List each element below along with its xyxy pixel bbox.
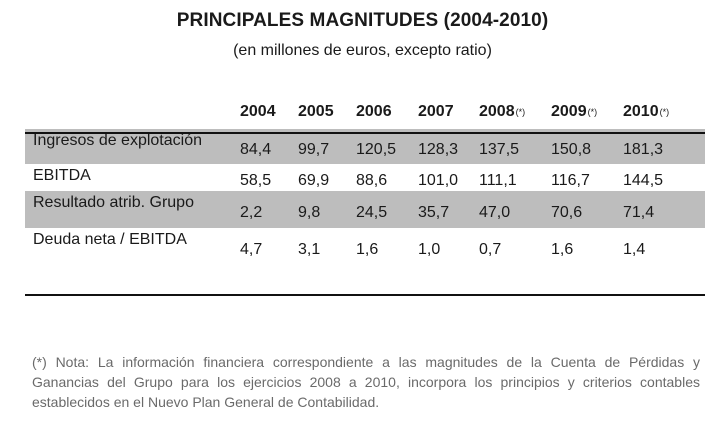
row-label: Resultado atrib. Grupo <box>33 194 194 211</box>
table-cell: 1,0 <box>418 240 441 258</box>
table-cell: 24,5 <box>356 203 388 221</box>
table-cell: 99,7 <box>298 140 330 158</box>
table-cell: 9,8 <box>298 203 321 221</box>
row-label: Deuda neta / EBITDA <box>33 231 187 248</box>
footnote: (*) Nota: La información financiera corr… <box>32 354 700 410</box>
year-header: 2010 (*) <box>623 95 669 129</box>
table-cell: 84,4 <box>240 140 272 158</box>
table-cell: 150,8 <box>551 140 592 158</box>
table-cell: 128,3 <box>418 140 459 158</box>
table-cell: 71,4 <box>623 203 655 221</box>
year-label: 2004 <box>240 103 276 120</box>
magnitudes-table: 2004 2005 2006 2007 2008 (*) 2009 (*) 2010 (*) In… <box>25 95 705 265</box>
table-cell: 101,0 <box>418 171 459 189</box>
year-label: 2010 <box>623 103 659 120</box>
table-cell: 120,5 <box>356 140 397 158</box>
table-cell: 4,7 <box>240 240 263 258</box>
table-row: Resultado atrib. Grupo 2,2 9,8 24,5 35,7 47,0… <box>25 191 705 228</box>
year-header: 2008 (*) <box>479 95 525 129</box>
row-label: EBITDA <box>33 167 91 184</box>
table-cell: 69,9 <box>298 171 330 189</box>
year-header: 2006 <box>356 95 392 129</box>
page-subtitle: (en millones de euros, excepto ratio) <box>233 42 492 59</box>
year-label: 2007 <box>418 103 454 120</box>
table-cell: 88,6 <box>356 171 388 189</box>
table-bottom-rule <box>25 294 705 296</box>
year-header: 2005 <box>298 95 334 129</box>
table-cell: 181,3 <box>623 140 664 158</box>
row-label: Ingresos de explotación <box>33 132 202 149</box>
table-cell: 3,1 <box>298 240 321 258</box>
table-cell: 58,5 <box>240 171 272 189</box>
year-label: 2006 <box>356 103 392 120</box>
footnote-marker: (*) <box>515 107 526 117</box>
year-header: 2009 (*) <box>551 95 597 129</box>
table-cell: 116,7 <box>551 171 590 189</box>
year-header: 2004 <box>240 95 276 129</box>
table-row: Deuda neta / EBITDA 4,7 3,1 1,6 1,0 0,7 1,6 1,4 <box>25 228 705 265</box>
table-cell: 35,7 <box>418 203 450 221</box>
table-cell: 137,5 <box>479 140 520 158</box>
footnote-marker: (*) <box>659 107 670 117</box>
table-cell: 0,7 <box>479 240 502 258</box>
table-header-row: 2004 2005 2006 2007 2008 (*) 2009 (*) 2010 (*) <box>25 95 705 129</box>
table-top-rule <box>25 132 705 134</box>
table-cell: 1,6 <box>551 240 574 258</box>
table-cell: 1,4 <box>623 240 646 258</box>
table-row: EBITDA 58,5 69,9 88,6 101,0 111,1 116,7 144,5 <box>25 164 705 191</box>
year-label: 2005 <box>298 103 334 120</box>
page-title: PRINCIPALES MAGNITUDES (2004-2010) <box>176 10 549 31</box>
table-cell: 47,0 <box>479 203 511 221</box>
table-row: Ingresos de explotación 84,4 99,7 120,5 128,… <box>25 129 705 164</box>
table-cell: 2,2 <box>240 203 263 221</box>
table-cell: 111,1 <box>479 171 517 189</box>
table-cell: 144,5 <box>623 171 664 189</box>
table-cell: 1,6 <box>356 240 379 258</box>
year-label: 2008 <box>479 103 515 120</box>
table-cell: 70,6 <box>551 203 583 221</box>
footnote-marker: (*) <box>587 107 598 117</box>
year-header: 2007 <box>418 95 454 129</box>
year-label: 2009 <box>551 103 587 120</box>
